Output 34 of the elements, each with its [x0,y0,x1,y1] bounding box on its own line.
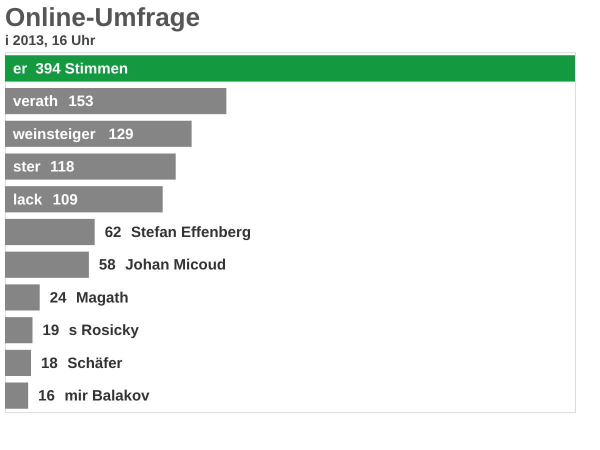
y-tick-label: verath [13,93,58,110]
data-label: 24 [50,289,68,306]
data-label: 58 [98,256,116,274]
data-label: 394 Stimmen [36,60,128,78]
bar [5,382,28,409]
bar [5,88,226,114]
bar [5,186,163,212]
bar [5,317,32,344]
y-tick-label: Stefan Effenberg [130,224,252,241]
y-tick-label: Schäfer [67,354,123,372]
bar [5,252,89,278]
y-tick-label: Magath [76,289,129,306]
y-tick-label: lack [13,191,43,208]
data-label: 153 [68,93,94,110]
y-tick-label: s Rosicky [68,322,140,340]
bar [5,55,575,82]
bar [5,218,95,246]
y-tick-label: Johan Micoud [125,256,226,274]
bar [5,350,32,376]
data-label: 109 [52,191,78,208]
y-tick-label: ster [13,158,41,176]
data-label: 19 [42,322,60,340]
bar [5,284,40,311]
bar [5,153,176,180]
data-label: 129 [108,126,134,143]
y-tick-label: er [13,60,28,78]
data-label: 118 [50,158,74,176]
chart-title: Online-Umfrage [5,2,200,32]
data-label: 18 [41,354,58,372]
data-label: 16 [38,388,55,405]
y-tick-label: mir Balakov [64,388,150,405]
y-tick-label: weinsteiger [12,126,96,143]
chart-subtitle: i 2013, 16 Uhr [5,32,96,48]
data-label: 62 [104,224,122,241]
